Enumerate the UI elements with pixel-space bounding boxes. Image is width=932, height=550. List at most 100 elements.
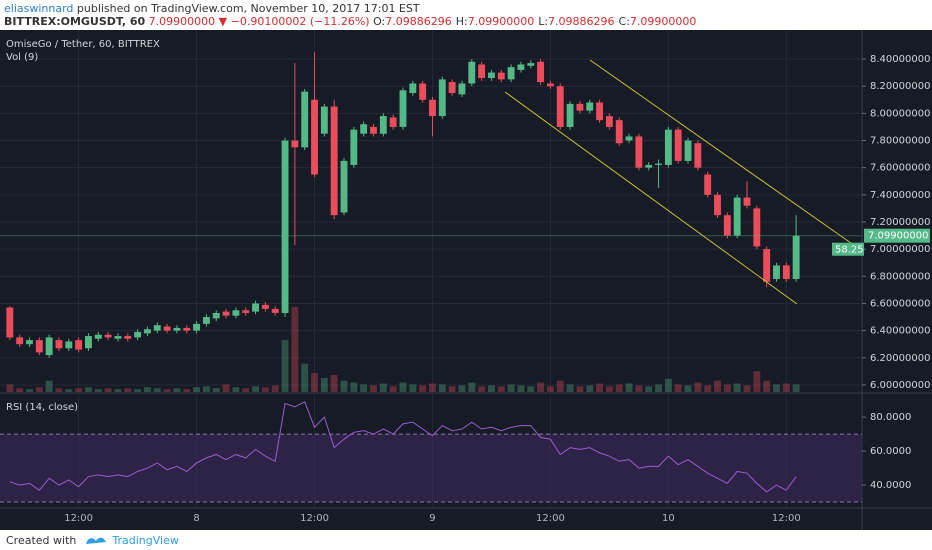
- candle-body: [379, 116, 387, 134]
- published: published on TradingView.com, November 1…: [76, 2, 420, 15]
- candle-body: [45, 337, 53, 356]
- ohlc-value: 7.09900000: [629, 15, 697, 28]
- candle-body: [645, 164, 653, 168]
- candle-body: [134, 331, 142, 338]
- candle-body: [723, 215, 731, 236]
- candle-body: [143, 329, 151, 334]
- candle-body: [546, 83, 554, 87]
- last-price-box: [864, 228, 930, 243]
- volume-bar: [615, 384, 623, 392]
- candle-body: [704, 174, 712, 195]
- volume-bar: [664, 378, 672, 392]
- rsi-line: [9, 401, 797, 493]
- volume-bar: [723, 384, 731, 392]
- x-tick-label: 8: [193, 513, 199, 524]
- brand[interactable]: TradingView: [112, 533, 179, 547]
- publish-line: eliaswinnard published on TradingView.co…: [4, 2, 420, 15]
- candle-body: [85, 336, 92, 349]
- volume-bar: [635, 385, 643, 392]
- x-tick-label: 12:00: [772, 513, 801, 524]
- volume-bar: [124, 388, 132, 392]
- candle-body: [556, 86, 564, 127]
- volume-bar: [202, 386, 210, 392]
- volume-bar: [134, 389, 142, 392]
- x-tick-label: 12:00: [64, 513, 93, 524]
- candle-body: [163, 326, 171, 331]
- candle-body: [448, 82, 456, 93]
- change: −0.90100002 (−11.26%): [230, 15, 370, 28]
- candle-body: [6, 307, 14, 338]
- author[interactable]: eliaswinnard: [4, 2, 74, 15]
- y-tick-label: 7.80000000: [870, 136, 930, 147]
- volume-bar: [743, 385, 751, 392]
- pane-title: RSI (14, close): [6, 402, 78, 413]
- volume-bar: [311, 373, 318, 392]
- y-tick-label: 7.60000000: [870, 163, 930, 174]
- candle-body: [360, 124, 368, 134]
- y-tick-label: 7.40000000: [870, 190, 930, 201]
- candle-body: [153, 325, 161, 331]
- candle-body: [94, 334, 102, 339]
- chart: 12:00 8 12:00 9 12:00 10 12:00 6.00000000 6.2000…: [0, 30, 932, 530]
- candle-body: [537, 61, 545, 83]
- volume-bar: [409, 384, 417, 392]
- candle-body: [252, 303, 259, 312]
- candle-body: [782, 265, 790, 280]
- ohlc-label: O:: [373, 15, 386, 28]
- volume-bar: [527, 386, 535, 392]
- candle-body: [517, 64, 525, 70]
- volume-bar: [16, 388, 24, 392]
- y-tick-label: 6.00000000: [870, 380, 930, 391]
- x-tick-label: 12:00: [536, 513, 565, 524]
- volume-bar: [45, 380, 53, 392]
- candle-body: [527, 63, 535, 66]
- footer: Created with TradingView: [6, 530, 179, 550]
- volume-bar: [104, 388, 112, 392]
- volume-bar: [26, 389, 33, 392]
- volume-bar: [281, 340, 289, 392]
- logo: [86, 537, 107, 544]
- y-tick-label: 7.00000000: [870, 244, 930, 255]
- x-tick-label: 9: [429, 513, 435, 524]
- candle-body: [242, 310, 250, 313]
- candle-body: [615, 120, 623, 144]
- candle-body: [193, 323, 201, 331]
- volume-bar: [537, 382, 545, 392]
- x-tick-label: 10: [662, 513, 675, 524]
- volume-bar: [389, 386, 397, 392]
- volume-bar: [605, 386, 613, 392]
- volume-bar: [301, 363, 309, 392]
- y-tick-label: 40.0000: [870, 480, 911, 491]
- volume-bar: [173, 388, 181, 392]
- candle-body: [419, 83, 427, 100]
- volume-bar: [183, 389, 191, 392]
- volume-bar: [773, 384, 780, 392]
- volume-bar: [448, 386, 456, 392]
- volume-bar: [429, 383, 436, 392]
- y-tick-label: 6.20000000: [870, 353, 930, 364]
- ohlc-value: 7.09886296: [385, 15, 452, 28]
- candle-body: [635, 136, 643, 168]
- channel-line: [504, 91, 798, 305]
- volume-bar: [212, 388, 220, 392]
- x-tick-label: 12:00: [300, 513, 329, 524]
- volume-bar: [350, 382, 358, 392]
- candle-body: [389, 117, 397, 127]
- volume-bar: [517, 385, 525, 392]
- volume-bar: [792, 384, 800, 392]
- volume-bar: [694, 382, 702, 392]
- volume-bar: [645, 386, 653, 392]
- candle-body: [605, 116, 613, 127]
- volume-bar: [163, 389, 171, 392]
- volume-bar: [478, 386, 486, 392]
- candle-body: [743, 197, 751, 206]
- candle-body: [478, 64, 486, 79]
- y-tick-label: 6.40000000: [870, 326, 930, 337]
- candle-body: [35, 340, 43, 353]
- volume-bar: [704, 385, 712, 392]
- candle-body: [281, 140, 289, 313]
- candle-body: [694, 143, 702, 168]
- volume-bar: [586, 385, 594, 392]
- volume-bar: [468, 382, 476, 392]
